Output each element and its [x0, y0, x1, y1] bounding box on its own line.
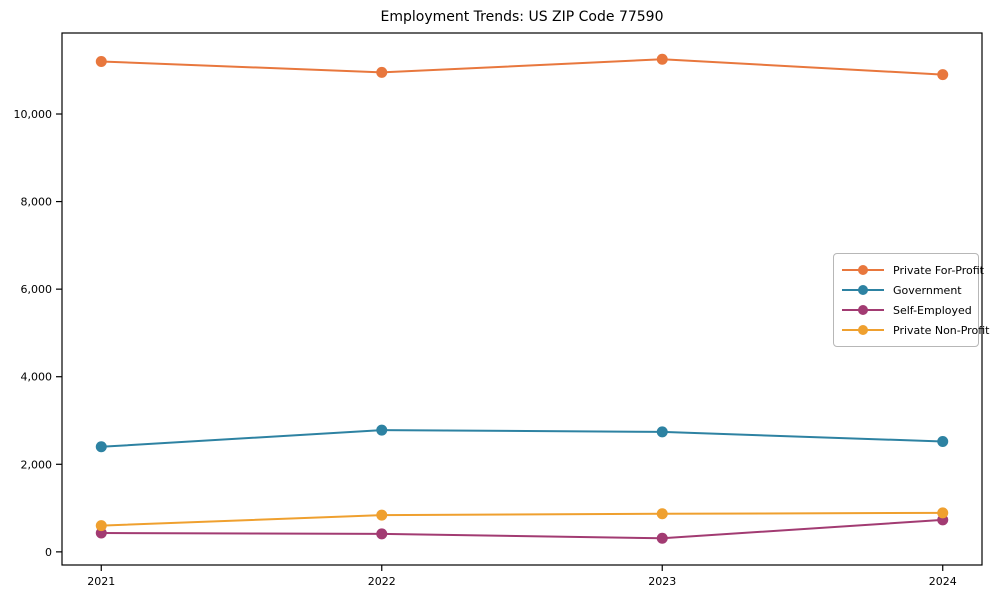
x-tick-label: 2021	[87, 575, 115, 588]
y-tick-label: 0	[45, 546, 52, 559]
data-point-marker[interactable]	[95, 55, 107, 67]
y-tick-label: 10,000	[14, 108, 53, 121]
legend-item-label: Government	[893, 283, 962, 297]
legend-line-dot-icon	[842, 324, 884, 336]
legend-item-label: Private Non-Profit	[893, 323, 990, 337]
legend-line-dot-icon	[842, 264, 884, 276]
legend-item[interactable]: Private Non-Profit	[842, 320, 989, 340]
data-point-marker[interactable]	[376, 509, 388, 521]
data-point-marker[interactable]	[376, 528, 388, 540]
series-line	[101, 429, 943, 448]
data-point-marker[interactable]	[656, 508, 668, 520]
series-line	[101, 58, 943, 76]
legend-item-label: Self-Employed	[893, 303, 972, 317]
data-point-marker[interactable]	[937, 436, 949, 448]
data-point-marker[interactable]	[376, 66, 388, 78]
data-point-marker[interactable]	[656, 532, 668, 544]
x-tick-label: 2023	[648, 575, 676, 588]
data-point-marker[interactable]	[95, 520, 107, 532]
legend-line-dot-icon	[842, 304, 884, 316]
data-point-marker[interactable]	[656, 426, 668, 438]
legend-item[interactable]: Self-Employed	[842, 300, 972, 320]
plot-frame	[61, 32, 983, 566]
data-point-marker[interactable]	[376, 424, 388, 436]
legend-item[interactable]: Government	[842, 280, 970, 300]
legend-item-label: Private For-Profit	[893, 263, 984, 277]
series-line	[101, 511, 943, 527]
data-point-marker[interactable]	[95, 441, 107, 453]
y-tick-label: 4,000	[21, 371, 53, 384]
x-tick-label: 2024	[929, 575, 957, 588]
data-point-marker[interactable]	[937, 69, 949, 81]
legend-line-dot-icon	[842, 284, 884, 296]
data-point-marker[interactable]	[656, 53, 668, 65]
chart-legend: Private For-Profit Government Self-Employe…	[833, 253, 989, 347]
series-line	[101, 518, 943, 540]
chart-title: Employment Trends: US ZIP Code 77590	[380, 9, 664, 25]
data-point-marker[interactable]	[937, 507, 949, 519]
y-tick-label: 2,000	[21, 458, 53, 471]
legend-item[interactable]: Private For-Profit	[842, 260, 984, 280]
y-tick-label: 6,000	[21, 283, 53, 296]
y-tick-label: 8,000	[21, 196, 53, 209]
x-tick-label: 2022	[368, 575, 396, 588]
